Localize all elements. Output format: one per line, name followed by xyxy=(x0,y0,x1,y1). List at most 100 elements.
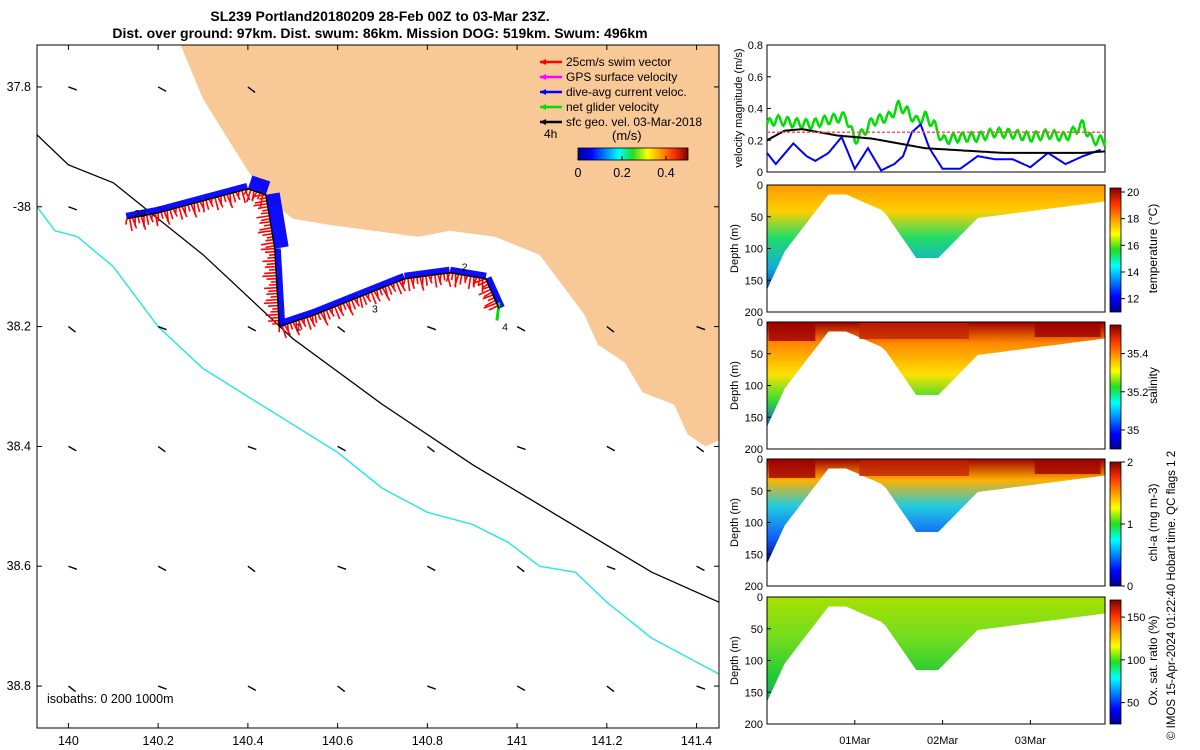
legend-entry-label: dive-avg current veloc. xyxy=(566,85,687,99)
velocity-y-tick-label: 0.2 xyxy=(748,135,763,147)
swim-vector xyxy=(334,306,341,320)
section-colorbar-label: Ox. sat. ratio (%) xyxy=(1146,615,1160,705)
swim-vector xyxy=(259,196,267,200)
swim-vector xyxy=(166,210,170,223)
section-panel-temperature: 0 50 100 150 200 Depth (m) 12 14 16 18 20 temperatu… xyxy=(729,180,1160,319)
swim-vector xyxy=(384,286,389,298)
swim-vector xyxy=(263,223,271,227)
swim-vector xyxy=(265,238,274,242)
geo-velocity-arrow xyxy=(68,565,78,570)
scale-label: 4h xyxy=(544,127,557,141)
swim-vector xyxy=(289,322,294,330)
section-x-tick-label: 02Mar xyxy=(927,735,959,747)
legend-entry-label: net glider velocity xyxy=(566,100,659,114)
swim-vector xyxy=(264,265,276,268)
swim-vector xyxy=(348,300,353,313)
swim-vector xyxy=(251,191,258,201)
swim-vector xyxy=(145,214,150,225)
geo-velocity-arrow xyxy=(516,325,526,332)
swim-vector xyxy=(259,226,272,231)
swim-vector xyxy=(477,280,488,287)
section-y-tick-label: 150 xyxy=(745,687,763,699)
section-colorbar xyxy=(1109,599,1122,725)
swim-vector xyxy=(450,273,454,281)
geo-velocity-arrow xyxy=(337,326,346,333)
swim-vector xyxy=(322,311,327,323)
swim-vector xyxy=(434,274,438,288)
swim-vector xyxy=(264,250,276,254)
swim-vector xyxy=(395,281,403,295)
geo-velocity-arrow xyxy=(68,86,78,91)
geo-velocity-arrow xyxy=(696,685,706,690)
swim-vector xyxy=(267,319,279,322)
map-y-tick-label: 38.4 xyxy=(7,439,31,453)
geo-velocity-arrow xyxy=(337,565,347,570)
geo-velocity-arrow xyxy=(247,685,257,691)
section-colorbar-tick-label: 20 xyxy=(1127,187,1139,199)
swim-vector xyxy=(484,299,496,307)
swim-vector xyxy=(370,291,377,305)
colorbar-tick-label: 0.2 xyxy=(613,166,630,180)
swim-vector xyxy=(229,193,232,206)
swim-vector xyxy=(387,285,393,295)
swim-vector xyxy=(254,193,266,198)
swim-vector xyxy=(306,317,312,330)
section-colorbar-tick-label: 0 xyxy=(1127,581,1133,593)
section-surface-band xyxy=(1034,460,1101,474)
geo-velocity-arrow xyxy=(247,86,256,93)
geo-velocity-arrow xyxy=(427,565,436,572)
swim-vector xyxy=(202,200,205,213)
current-velocity-band xyxy=(201,182,248,201)
swim-vector xyxy=(325,309,331,320)
section-colorbar-label: chl-a (mg m-3) xyxy=(1146,483,1160,561)
swim-vector xyxy=(342,303,347,311)
section-panel-salinity: 0 50 100 150 200 Depth (m) 35 35.2 35.4 salinity xyxy=(729,317,1160,456)
swim-vector xyxy=(266,235,273,239)
geo-velocity-arrow xyxy=(427,325,437,331)
chart-subtitle: Dist. over ground: 97km. Dist. swum: 86k… xyxy=(112,25,648,41)
swim-vector xyxy=(264,286,278,290)
map-x-tick-label: 140 xyxy=(58,734,79,748)
section-y-tick-label: 150 xyxy=(745,549,763,561)
swim-vector xyxy=(381,287,391,302)
swim-vector xyxy=(128,218,133,232)
swim-vector xyxy=(472,276,478,287)
track-day-label: 3 xyxy=(372,304,378,316)
section-colorbar xyxy=(1109,461,1122,587)
swim-vector xyxy=(260,247,275,251)
section-y-tick-label: 0 xyxy=(757,592,763,604)
swim-vector xyxy=(245,189,252,203)
swim-vector xyxy=(378,288,384,296)
swim-vector xyxy=(401,279,405,289)
swim-vector xyxy=(483,302,497,309)
geo-velocity-arrow xyxy=(67,326,76,333)
section-data-field xyxy=(767,322,1105,427)
geo-velocity-arrow xyxy=(606,326,615,333)
section-surface-band xyxy=(768,460,816,478)
track-day-label: 1 xyxy=(296,322,302,334)
swim-vector xyxy=(317,313,322,321)
swim-vector xyxy=(193,203,196,215)
velocity-y-tick-label: 0.4 xyxy=(748,104,763,116)
swim-vector xyxy=(446,272,452,288)
map-x-tick-label: 141.2 xyxy=(591,734,622,748)
swim-vector xyxy=(482,294,494,300)
geo-velocity-arrow xyxy=(606,685,615,693)
current-velocity-band xyxy=(404,266,450,279)
section-colorbar-tick-label: 100 xyxy=(1127,655,1145,667)
swim-vector xyxy=(467,276,472,290)
geo-velocity-arrow xyxy=(247,565,256,573)
velocity-series-line xyxy=(766,128,1106,154)
section-colorbar-label: salinity xyxy=(1146,367,1160,404)
geo-velocity-arrow xyxy=(247,445,257,451)
swim-vector xyxy=(260,241,274,246)
section-colorbar-tick-label: 35.4 xyxy=(1127,349,1148,361)
section-x-tick-label: 03Mar xyxy=(1015,735,1047,747)
geo-velocity-arrow xyxy=(426,445,435,453)
section-colorbar-tick-label: 35 xyxy=(1127,425,1139,437)
colorbar-tick-label: 0 xyxy=(575,166,582,180)
legend-arrowhead xyxy=(540,104,546,110)
swim-vector xyxy=(483,291,493,298)
section-colorbar-tick-label: 12 xyxy=(1127,294,1139,306)
